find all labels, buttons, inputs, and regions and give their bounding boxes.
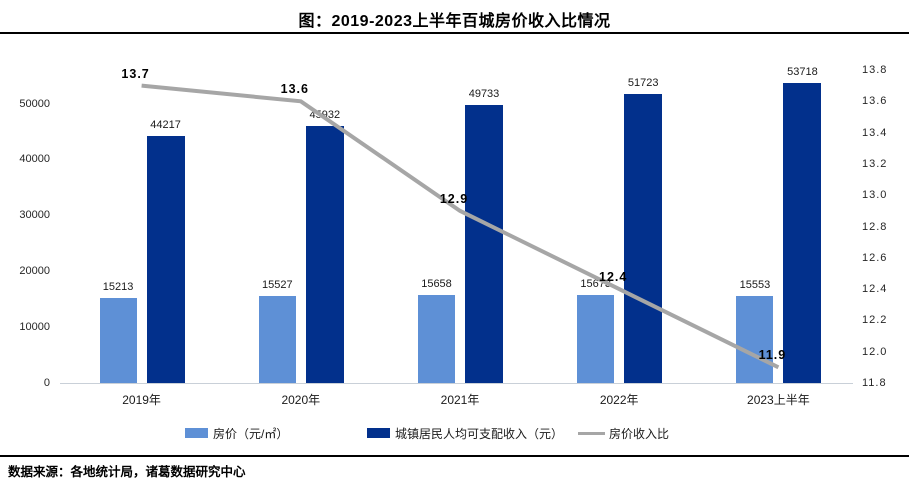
ratio-point-label: 13.6 xyxy=(280,82,309,97)
x-axis-label: 2019年 xyxy=(122,393,161,407)
source-note: 数据来源：各地统计局，诸葛数据研究中心 xyxy=(8,465,246,479)
ratio-point-label: 13.7 xyxy=(121,66,150,81)
y-axis-left-tick: 50000 xyxy=(19,97,50,110)
income-bar-label: 45932 xyxy=(309,109,341,122)
x-axis-label: 2022年 xyxy=(599,393,639,407)
y-axis-right-tick: 12.4 xyxy=(862,283,888,296)
y-axis-right-tick: 13.4 xyxy=(862,126,888,139)
legend-label-price: 房价（元/㎡） xyxy=(213,426,289,441)
y-axis-right-tick: 12.6 xyxy=(862,251,888,264)
income-bar-label: 44217 xyxy=(150,118,181,131)
price-bar-label: 15553 xyxy=(739,279,771,292)
y-axis-right-tick: 13.0 xyxy=(862,189,888,202)
y-axis-left-tick: 10000 xyxy=(19,321,50,334)
legend-item-income: 城镇居民人均可支配收入（元） xyxy=(367,425,563,441)
y-axis-right-tick: 12.0 xyxy=(862,345,888,358)
y-axis-left-tick: 30000 xyxy=(19,209,50,222)
income-bar-label: 53718 xyxy=(787,65,818,78)
y-axis-right-tick: 13.8 xyxy=(862,64,888,76)
income-bar-label: 49733 xyxy=(468,88,500,101)
y-axis-right-tick: 13.6 xyxy=(862,95,888,108)
price-bar xyxy=(736,296,774,383)
legend-item-price: 房价（元/㎡） xyxy=(185,425,288,441)
income-bar xyxy=(783,82,822,383)
price-bar xyxy=(258,296,296,383)
price-bar xyxy=(577,295,615,383)
price-bar-label: 15658 xyxy=(421,278,452,291)
axis-baseline xyxy=(60,383,853,384)
income-bar xyxy=(465,105,503,383)
ratio-point-label: 11.9 xyxy=(758,348,787,363)
income-bar xyxy=(305,126,344,383)
price-series-swatch xyxy=(185,428,208,438)
legend: 房价（元/㎡） 城镇居民人均可支配收入（元） 房价收入比 xyxy=(0,425,909,443)
y-axis-right-tick: 12.8 xyxy=(862,220,888,233)
ratio-series-swatch xyxy=(578,431,605,435)
top-divider xyxy=(0,32,909,34)
legend-label-income: 城镇居民人均可支配收入（元） xyxy=(395,426,564,441)
price-bar-label: 15213 xyxy=(102,280,134,293)
price-bar xyxy=(99,297,137,383)
x-axis-label: 2020年 xyxy=(281,393,321,407)
income-bar xyxy=(624,93,663,383)
y-axis-right-tick: 12.2 xyxy=(862,314,888,327)
ratio-line xyxy=(141,83,780,370)
footer-divider xyxy=(0,455,909,457)
price-bar-label: 15527 xyxy=(262,279,293,292)
y-axis-left-tick: 0 xyxy=(43,377,50,389)
ratio-point-label: 12.9 xyxy=(439,191,469,206)
y-axis-left-tick: 40000 xyxy=(19,153,50,166)
chart-title: 图：2019-2023上半年百城房价收入比情况 xyxy=(298,13,611,30)
x-axis-label: 2023上半年 xyxy=(747,393,810,407)
income-bar xyxy=(146,135,185,383)
income-bar-label: 51723 xyxy=(627,76,659,89)
y-axis-right-tick: 11.8 xyxy=(862,377,887,389)
y-axis-right-tick: 13.2 xyxy=(862,157,888,170)
legend-label-ratio: 房价收入比 xyxy=(609,426,670,441)
x-axis-label: 2021年 xyxy=(440,393,480,407)
price-bar xyxy=(418,295,455,383)
ratio-point-label: 12.4 xyxy=(599,270,628,285)
legend-item-ratio: 房价收入比 xyxy=(578,425,669,441)
income-series-swatch xyxy=(367,428,390,438)
y-axis-left-tick: 20000 xyxy=(19,265,50,278)
